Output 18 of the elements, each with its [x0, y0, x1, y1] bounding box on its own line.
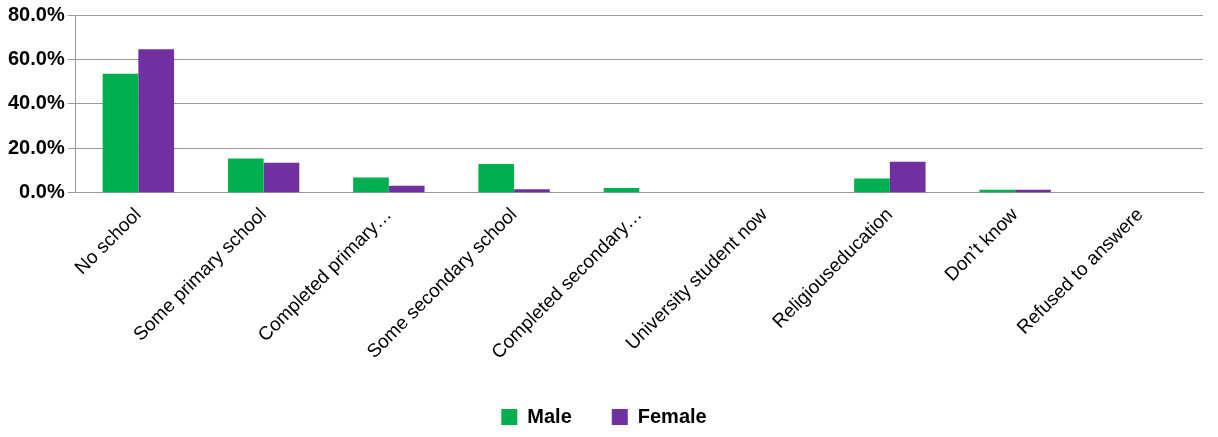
- y-tick-label: 20.0%: [7, 135, 65, 158]
- bar: [514, 189, 550, 193]
- y-tick-label: 60.0%: [7, 46, 65, 69]
- bar: [263, 162, 300, 193]
- legend-label: Male: [527, 404, 572, 427]
- bar: [603, 188, 640, 193]
- bar: [102, 73, 139, 193]
- y-tick-label: 40.0%: [7, 91, 65, 114]
- bar: [227, 158, 264, 193]
- bar: [478, 164, 515, 193]
- bar: [854, 178, 890, 193]
- y-tick-label: 0.0%: [19, 180, 65, 203]
- bar: [388, 185, 425, 193]
- legend-label: Female: [637, 404, 707, 427]
- bar: [138, 49, 175, 193]
- y-tick-label: 80.0%: [7, 2, 65, 25]
- bar: [353, 177, 389, 193]
- bar: [889, 161, 926, 193]
